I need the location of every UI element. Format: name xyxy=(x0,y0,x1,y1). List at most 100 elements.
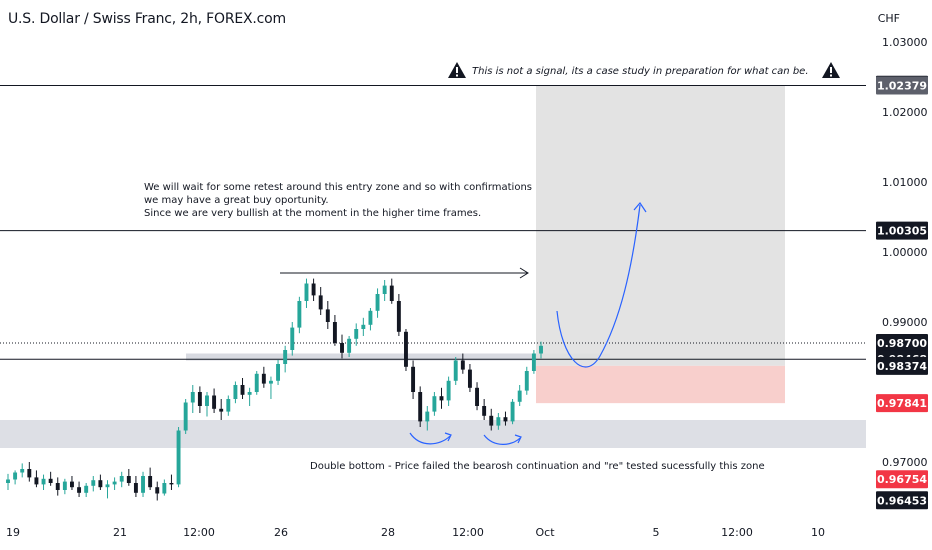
candle-body xyxy=(98,480,103,488)
resistance-zone xyxy=(186,353,610,361)
price-badge xyxy=(876,356,928,375)
price-badge-label: 1.02379 xyxy=(877,79,927,92)
high-line-arrowhead xyxy=(519,267,529,279)
candle xyxy=(510,399,515,425)
candle-body xyxy=(240,385,245,395)
double-bottom-note: Double bottom - Price failed the bearosh… xyxy=(310,461,765,472)
candle-body xyxy=(311,283,316,296)
candle xyxy=(496,413,501,430)
candle xyxy=(240,378,245,399)
plan-note-line3: Since we are very bullish at the moment … xyxy=(144,208,481,219)
candle xyxy=(226,395,231,416)
candle-body xyxy=(70,481,74,488)
candle xyxy=(105,480,110,499)
price-tick: 0.97000 xyxy=(882,456,928,469)
candle-body xyxy=(432,396,437,412)
candle-body xyxy=(539,345,543,354)
price-badge xyxy=(876,394,928,413)
price-badge xyxy=(876,491,928,510)
candle-body xyxy=(77,487,82,493)
candle xyxy=(539,341,543,359)
candle-body xyxy=(226,399,231,412)
candle xyxy=(297,296,302,334)
bottom-arrow-1 xyxy=(409,432,451,445)
drawings-layer xyxy=(280,202,647,445)
time-tick: 12:00 xyxy=(721,526,753,539)
candle xyxy=(62,478,67,495)
price-badge-label: 0.97841 xyxy=(877,397,927,410)
candle-body xyxy=(524,371,529,391)
candle-body xyxy=(467,369,472,388)
chart-title: U.S. Dollar / Swiss Franc, 2h, FOREX.com xyxy=(8,11,286,27)
candle xyxy=(41,474,46,490)
price-badge-label: 0.96754 xyxy=(877,473,927,486)
candle xyxy=(70,476,74,490)
candle xyxy=(489,408,494,431)
candle xyxy=(517,385,522,406)
candle xyxy=(268,376,273,399)
candle-body xyxy=(190,392,195,403)
candle xyxy=(475,382,479,411)
currency-label: CHF xyxy=(877,12,900,25)
candle xyxy=(126,469,131,486)
candle xyxy=(361,317,366,336)
candle-body xyxy=(297,301,302,328)
warning-right-icon xyxy=(822,62,840,78)
time-axis[interactable]: 19 21 12:00 26 28 12:00 Oct 5 12:00 10 xyxy=(6,526,825,539)
candle-body xyxy=(212,395,217,409)
candle xyxy=(6,473,10,490)
candle xyxy=(524,366,529,395)
price-axis[interactable]: 1.03000 1.02000 1.01000 1.00000 0.99000 0.970… xyxy=(876,36,928,510)
candle-body xyxy=(425,411,430,422)
stop-zone xyxy=(536,365,785,404)
warning-note: This is not a signal, its a case study i… xyxy=(472,66,809,77)
candle-body xyxy=(318,295,323,310)
time-tick: 26 xyxy=(274,526,288,539)
candle-body xyxy=(233,385,238,399)
candle-body xyxy=(368,310,373,325)
candle-body xyxy=(396,301,401,332)
candle-body xyxy=(183,402,188,431)
plan-note-line1: We will wait for some retest around this… xyxy=(144,182,532,193)
candle-body xyxy=(446,380,451,401)
candle-body xyxy=(325,309,330,322)
candle-body xyxy=(41,478,46,485)
candle-body xyxy=(340,343,344,353)
candle xyxy=(446,376,451,406)
candle xyxy=(283,345,288,373)
candle xyxy=(141,471,145,497)
projection-arrowhead xyxy=(633,202,647,213)
candle-body xyxy=(20,469,25,473)
candle xyxy=(190,385,195,413)
candle-body xyxy=(155,487,160,494)
candle-body xyxy=(354,329,359,339)
candle xyxy=(418,386,423,427)
candle-body xyxy=(496,417,501,426)
candle xyxy=(34,470,39,488)
candle xyxy=(183,399,188,434)
candle xyxy=(318,287,323,315)
candle xyxy=(261,366,266,388)
candle xyxy=(347,336,352,357)
candle xyxy=(531,350,536,374)
candle xyxy=(460,353,465,374)
bottom-arrow-2 xyxy=(483,434,521,445)
candle-body xyxy=(34,477,39,485)
target-zone xyxy=(536,85,785,366)
candle-body xyxy=(375,294,380,311)
candle-body xyxy=(247,392,252,395)
candle-body xyxy=(531,353,536,371)
candle xyxy=(148,467,153,490)
candle-body xyxy=(176,430,181,485)
candle-body xyxy=(254,373,259,392)
candle-body xyxy=(205,395,209,406)
candle xyxy=(233,381,238,404)
price-tick: 1.01000 xyxy=(882,176,928,189)
candle-body xyxy=(475,387,479,406)
candle xyxy=(425,406,430,431)
candle-body xyxy=(411,366,416,392)
candle xyxy=(84,483,89,497)
candle-body xyxy=(290,327,295,350)
